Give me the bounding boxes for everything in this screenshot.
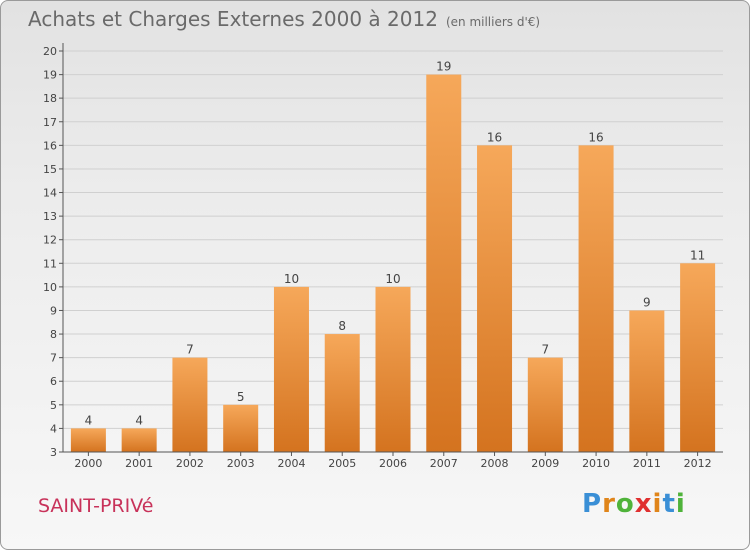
x-tick-label: 2010: [582, 457, 610, 470]
bar: [477, 145, 513, 452]
y-tick-label: 5: [50, 399, 57, 412]
data-label: 7: [186, 343, 194, 357]
y-tick-label: 6: [50, 375, 57, 388]
y-tick-label: 10: [43, 281, 57, 294]
bar: [223, 404, 259, 452]
data-label: 9: [643, 295, 651, 309]
y-tick-label: 20: [43, 45, 57, 58]
x-tick-label: 2003: [227, 457, 255, 470]
commune-name: SAINT-PRIVé: [38, 495, 154, 517]
chart-title: Achats et Charges Externes 2000 à 2012 (e…: [28, 7, 540, 31]
y-tick-label: 19: [43, 69, 57, 82]
chart-title-text: Achats et Charges Externes 2000 à 2012: [28, 7, 438, 31]
data-label: 5: [237, 390, 245, 404]
y-tick-label: 12: [43, 234, 57, 247]
y-tick-label: 9: [50, 304, 57, 317]
logo-letter: P: [582, 489, 603, 519]
y-tick-label: 14: [43, 187, 57, 200]
y-tick-label: 4: [50, 422, 57, 435]
bar: [273, 286, 309, 452]
y-tick-label: 3: [50, 446, 57, 459]
y-tick-label: 8: [50, 328, 57, 341]
bar: [426, 74, 462, 453]
x-tick-label: 2011: [633, 457, 661, 470]
data-label: 10: [385, 272, 400, 286]
bar: [578, 145, 614, 452]
chart-unit: (en milliers d'€): [445, 15, 541, 29]
logo-letter: x: [634, 489, 653, 519]
x-tick-label: 2001: [125, 457, 153, 470]
x-tick-label: 2007: [430, 457, 458, 470]
bar: [680, 263, 716, 452]
y-tick-label: 15: [43, 163, 57, 176]
x-tick-label: 2009: [531, 457, 559, 470]
x-tick-label: 2005: [328, 457, 356, 470]
data-label: 4: [85, 413, 93, 427]
bar: [375, 286, 411, 452]
x-tick-label: 2008: [481, 457, 509, 470]
x-tick-label: 2000: [74, 457, 102, 470]
logo-letter: r: [602, 489, 616, 519]
y-tick-label: 17: [43, 116, 57, 129]
bar: [324, 334, 360, 452]
bar: [70, 428, 106, 452]
data-label: 16: [588, 130, 603, 144]
y-tick-label: 16: [43, 139, 57, 152]
y-tick-label: 18: [43, 92, 57, 105]
logo-letter: i: [675, 489, 686, 519]
bars: 4 4 7 5 10 8 10 19 16 7 16 9 11: [70, 60, 716, 453]
data-label: 11: [690, 248, 705, 262]
bar: [172, 357, 208, 452]
axes: 3 4 5 6 7 8 9 10 11 12 13 14 15 16 17 18 19 20 2000 2001 200…: [43, 43, 723, 470]
logo-letter: i: [652, 489, 663, 519]
data-label: 10: [284, 272, 299, 286]
y-tick-label: 13: [43, 210, 57, 223]
bar: [629, 310, 665, 452]
data-label: 16: [487, 130, 502, 144]
data-label: 4: [135, 413, 143, 427]
x-tick-label: 2012: [684, 457, 712, 470]
y-tick-label: 7: [50, 352, 57, 365]
logo-letter: o: [615, 489, 635, 519]
data-label: 7: [541, 343, 549, 357]
data-label: 19: [436, 60, 451, 74]
y-tick-label: 11: [43, 257, 57, 270]
bar: [121, 428, 157, 452]
x-tick-label: 2006: [379, 457, 407, 470]
proxiti-logo[interactable]: Proxiti: [582, 489, 686, 519]
x-tick-label: 2004: [277, 457, 305, 470]
data-label: 8: [338, 319, 346, 333]
x-tick-label: 2002: [176, 457, 204, 470]
bar: [527, 357, 563, 452]
logo-letter: t: [662, 489, 676, 519]
